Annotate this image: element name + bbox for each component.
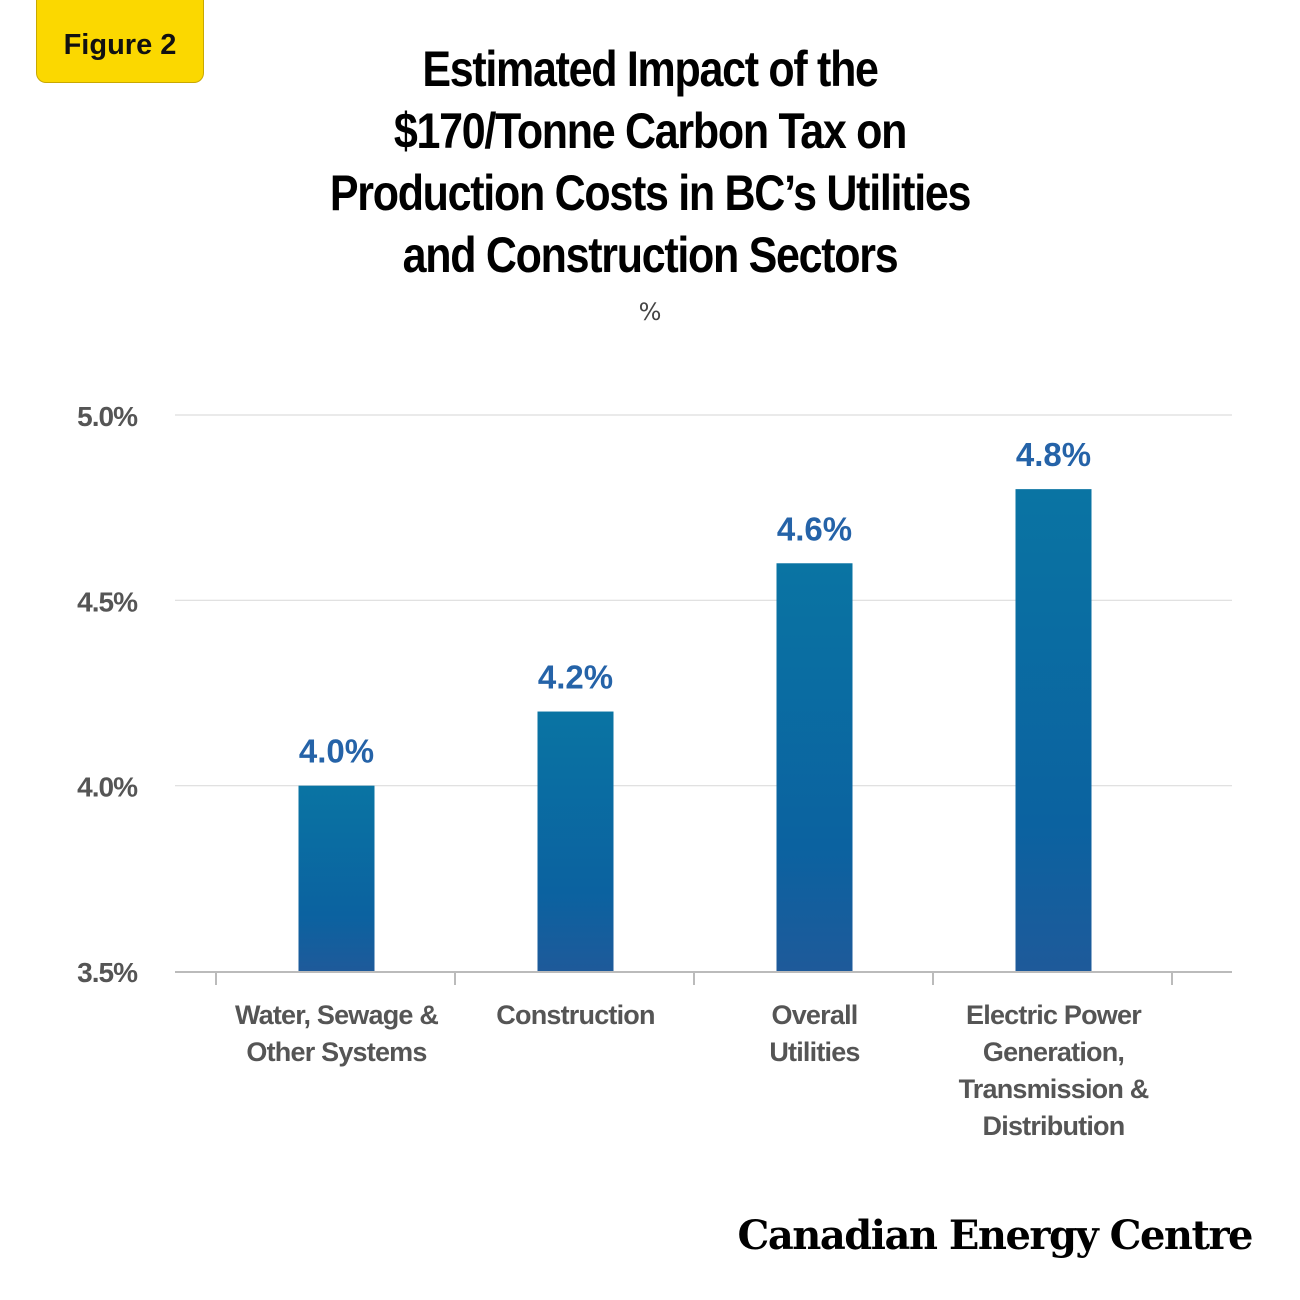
category-label: Electric Power Generation, Transmission & D… xyxy=(959,1000,1149,1141)
y-tick-label: 4.0% xyxy=(77,772,138,803)
bar xyxy=(537,711,614,971)
y-tick-label: 4.5% xyxy=(77,586,138,617)
y-tick-label: 5.0% xyxy=(77,401,138,432)
chart-title-line-3: Production Costs in BC’s Utilities xyxy=(329,165,972,221)
category-label: Water, Sewage & Other Systems xyxy=(235,1000,438,1067)
chart-title-line-4: and Construction Sectors xyxy=(402,227,899,283)
bar xyxy=(776,563,853,971)
chart-title-line-2: $170/Tonne Carbon Tax on xyxy=(393,103,907,159)
bar xyxy=(1015,489,1092,971)
chart-title-line-1: Estimated Impact of the xyxy=(422,41,879,97)
data-label: 4.2% xyxy=(538,659,613,696)
y-tick-label: 3.5% xyxy=(77,957,138,988)
category-label: Overall Utilities xyxy=(769,1000,859,1067)
category-label: Construction xyxy=(496,1000,654,1030)
figure-badge-label: Figure 2 xyxy=(63,28,177,61)
data-label: 4.0% xyxy=(299,733,374,770)
bar xyxy=(298,785,375,971)
canadian-energy-centre-logo: Canadian Energy Centre xyxy=(737,1212,1254,1259)
data-label: 4.8% xyxy=(1016,436,1091,473)
chart-subtitle: % xyxy=(638,298,662,326)
figure-badge: Figure 2 xyxy=(36,0,204,83)
data-label: 4.6% xyxy=(777,510,852,547)
chart-title: Estimated Impact of the $170/Tonne Carbo… xyxy=(306,38,994,286)
